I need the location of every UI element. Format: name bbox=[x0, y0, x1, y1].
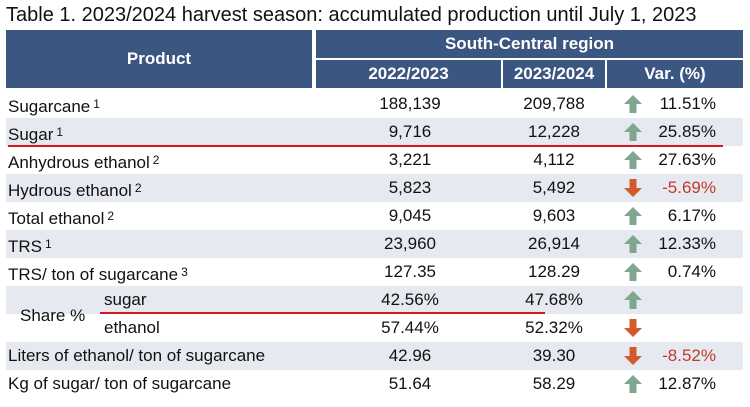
arrow-up-icon bbox=[622, 258, 644, 286]
sugar-underline bbox=[8, 145, 723, 147]
footnote-marker: 1 bbox=[56, 125, 64, 139]
arrow-up-icon bbox=[622, 230, 644, 258]
value-2022-2023: 57.44% bbox=[381, 318, 439, 337]
footnote-marker: 2 bbox=[107, 209, 115, 223]
variation-percent: 27.63% bbox=[658, 150, 716, 169]
share-sugar-underline bbox=[100, 312, 545, 314]
row-label: TRS 1 bbox=[8, 230, 52, 258]
header-region: South-Central region bbox=[316, 30, 743, 58]
value-2023-2024: 39.30 bbox=[532, 346, 576, 365]
row-label: Liters of ethanol/ ton of sugarcane bbox=[8, 342, 265, 370]
value-2023-2024: 209,788 bbox=[523, 94, 585, 113]
value-2023-2024: 12,228 bbox=[528, 122, 580, 141]
row-label-text: TRS bbox=[8, 237, 42, 256]
table-row: Anhydrous ethanol 2 3,221 4,112 27.63% bbox=[6, 146, 743, 174]
row-label: TRS/ ton of sugarcane 3 bbox=[8, 258, 188, 286]
footnote-marker: 2 bbox=[134, 181, 142, 195]
table-row: Liters of ethanol/ ton of sugarcane 42.96… bbox=[6, 342, 743, 370]
header-col-2023: 2023/2024 bbox=[503, 60, 605, 88]
row-label-text: Kg of sugar/ ton of sugarcane bbox=[8, 374, 232, 393]
value-2022-2023: 42.56% bbox=[381, 290, 439, 309]
row-label-text: Liters of ethanol/ ton of sugarcane bbox=[8, 346, 266, 365]
row-label-text: Hydrous ethanol bbox=[8, 181, 132, 200]
value-2022-2023: 188,139 bbox=[379, 94, 441, 113]
arrow-down-icon bbox=[622, 174, 644, 202]
value-2022-2023: 127.35 bbox=[384, 262, 436, 281]
row-label-text: TRS/ ton of sugarcane bbox=[8, 265, 179, 284]
footnote-marker: 1 bbox=[45, 237, 52, 251]
row-label: Total ethanol 2 bbox=[8, 202, 114, 230]
arrow-up-icon bbox=[622, 90, 644, 118]
table-row: Hydrous ethanol 2 5,823 5,492 -5.69% bbox=[6, 174, 743, 202]
arrow-up-icon bbox=[622, 286, 644, 314]
value-2023-2024: 47.68% bbox=[525, 290, 583, 309]
variation-percent bbox=[646, 314, 716, 342]
value-2022-2023: 23,960 bbox=[384, 234, 436, 253]
value-2023-2024: 26,914 bbox=[528, 234, 580, 253]
header-col-2022: 2022/2023 bbox=[316, 60, 501, 88]
value-2023-2024: 9,603 bbox=[532, 206, 576, 225]
row-label-text: Anhydrous ethanol bbox=[8, 153, 150, 172]
arrow-up-icon bbox=[622, 118, 644, 146]
row-label: Kg of sugar/ ton of sugarcane bbox=[8, 370, 231, 398]
table-title: Table 1. 2023/2024 harvest season: accum… bbox=[6, 2, 696, 28]
footnote-marker: 3 bbox=[181, 265, 188, 279]
arrow-down-icon bbox=[622, 342, 644, 370]
header-product: Product bbox=[6, 30, 312, 88]
variation-percent bbox=[646, 286, 716, 314]
row-label: Hydrous ethanol 2 bbox=[8, 174, 142, 202]
arrow-down-icon bbox=[622, 314, 644, 342]
row-label-text: Sugarcane bbox=[8, 97, 91, 116]
arrow-up-icon bbox=[622, 146, 644, 174]
table-row: Kg of sugar/ ton of sugarcane 51.64 58.29 1… bbox=[6, 370, 743, 398]
value-2023-2024: 58.29 bbox=[532, 374, 576, 393]
table-row: Sugar 1 9,716 12,228 25.85% bbox=[6, 118, 743, 146]
value-2022-2023: 9,045 bbox=[388, 206, 432, 225]
variation-percent: 25.85% bbox=[658, 122, 716, 141]
table-row: sugar 42.56% 47.68% bbox=[6, 286, 743, 314]
value-2022-2023: 9,716 bbox=[388, 122, 432, 141]
value-2023-2024: 52.32% bbox=[525, 318, 583, 337]
value-2022-2023: 5,823 bbox=[388, 178, 432, 197]
table-row: Sugarcane 1 188,139 209,788 11.51% bbox=[6, 90, 743, 118]
row-label-text: Sugar bbox=[8, 125, 54, 144]
row-label-text: sugar bbox=[104, 290, 147, 309]
variation-percent: -8.52% bbox=[662, 346, 716, 365]
variation-percent: 11.51% bbox=[659, 94, 716, 113]
value-2022-2023: 51.64 bbox=[388, 374, 432, 393]
arrow-up-icon bbox=[622, 370, 644, 398]
variation-percent: 12.33% bbox=[658, 234, 716, 253]
footnote-marker: 1 bbox=[93, 97, 100, 111]
share-label: Share % bbox=[20, 306, 86, 325]
row-label: Sugarcane 1 bbox=[8, 90, 100, 118]
table-row: TRS 1 23,960 26,914 12.33% bbox=[6, 230, 743, 258]
header-col-var: Var. (%) bbox=[607, 60, 743, 88]
row-label-text: Total ethanol bbox=[8, 209, 105, 228]
variation-percent: 0.74% bbox=[667, 262, 716, 281]
value-2022-2023: 3,221 bbox=[388, 150, 432, 169]
table-title-text: 2023/2024 harvest season: accumulated pr… bbox=[81, 4, 697, 26]
table-row: ethanol 57.44% 52.32% bbox=[6, 314, 743, 342]
row-label: Anhydrous ethanol 2 bbox=[8, 146, 159, 174]
value-2023-2024: 128.29 bbox=[528, 262, 580, 281]
arrow-up-icon bbox=[622, 202, 644, 230]
footnote-marker: 2 bbox=[152, 153, 160, 167]
row-label: sugar bbox=[104, 286, 147, 314]
row-label-text: ethanol bbox=[104, 318, 160, 337]
table-row: TRS/ ton of sugarcane 3 127.35 128.29 0.74% bbox=[6, 258, 743, 286]
row-label: Sugar 1 bbox=[8, 118, 63, 146]
table-number: Table 1. bbox=[6, 4, 77, 26]
variation-percent: 6.17% bbox=[667, 206, 716, 225]
variation-percent: -5.69% bbox=[662, 178, 716, 197]
value-2023-2024: 5,492 bbox=[532, 178, 576, 197]
table-row: Total ethanol 2 9,045 9,603 6.17% bbox=[6, 202, 743, 230]
variation-percent: 12.87% bbox=[658, 374, 716, 393]
value-2023-2024: 4,112 bbox=[533, 150, 575, 169]
value-2022-2023: 42.96 bbox=[388, 346, 432, 365]
row-label: ethanol bbox=[104, 314, 160, 342]
